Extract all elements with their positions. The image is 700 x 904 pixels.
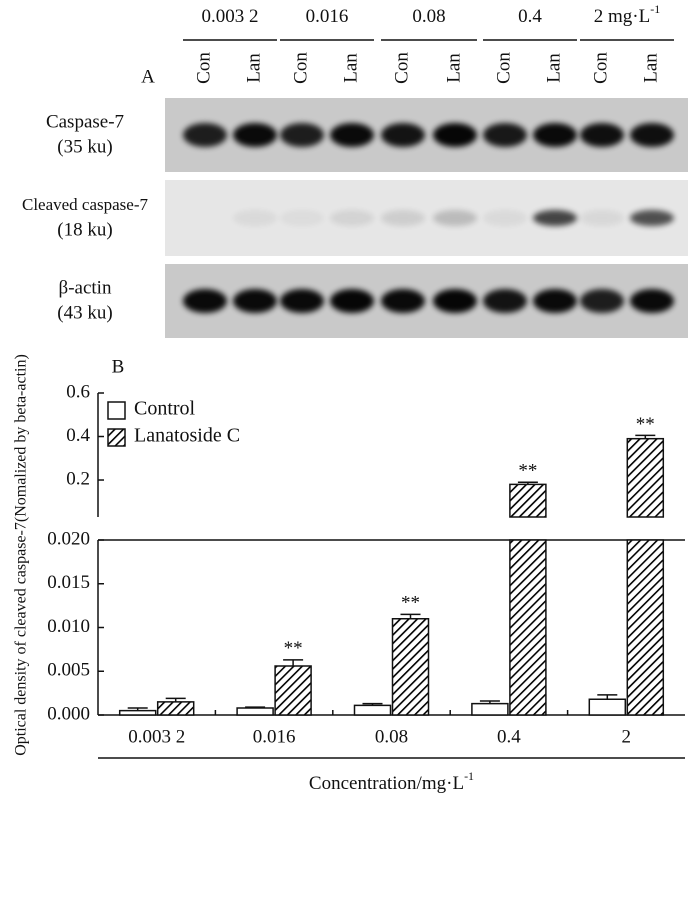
y-tick-label: 0.010 (47, 616, 90, 637)
blot-band (630, 289, 674, 313)
bar (391, 618, 430, 716)
x-tick-label: 0.08 (375, 726, 408, 747)
blot-band (533, 123, 577, 147)
y-tick-label: 0.4 (66, 425, 90, 446)
row-size: (18 ku) (57, 219, 112, 240)
legend-swatch (107, 428, 126, 447)
bar-upper (626, 437, 665, 518)
blot-band (233, 289, 277, 313)
blot-band (483, 123, 527, 147)
concentration-text: 2 mg·L (594, 6, 650, 27)
blot-band (233, 210, 277, 226)
significance-label: ** (636, 414, 655, 435)
y-tick-label: 0.2 (66, 468, 90, 489)
blot-band (533, 210, 577, 226)
legend-label: Control (134, 398, 196, 420)
lane-label: Con (290, 52, 311, 84)
concentration-label: 0.4 (518, 6, 542, 27)
x-tick-label: 0.003 2 (128, 726, 185, 747)
lane-label: Lan (543, 53, 564, 83)
bar (626, 539, 665, 716)
y-tick-label: 0.6 (66, 381, 90, 402)
legend-swatch (107, 401, 126, 420)
row-size: (35 ku) (57, 136, 112, 157)
bar (118, 709, 157, 716)
lane-label: Lan (640, 53, 661, 83)
y-tick-label: 0.020 (47, 528, 90, 549)
blot-band (483, 289, 527, 313)
x-label-superscript: -1 (464, 769, 474, 783)
blot-band (630, 210, 674, 226)
x-tick-label: 0.016 (253, 726, 296, 747)
legend-label: Lanatoside C (134, 425, 240, 447)
bar-upper (509, 483, 547, 518)
blot-band (183, 123, 227, 147)
concentration-text: 0.016 (306, 6, 349, 27)
blot-band (580, 289, 624, 313)
blot-band (280, 210, 324, 226)
x-axis-label: Concentration/mg·L-1 (309, 769, 474, 795)
row-label: β-actin (59, 277, 112, 298)
blot-band (533, 289, 577, 313)
blot-band (183, 289, 227, 313)
concentration-text: 0.08 (412, 6, 445, 27)
row-size: (43 ku) (57, 302, 112, 323)
blot-band (330, 210, 374, 226)
blot-band (381, 123, 425, 147)
row-label: Caspase-7 (46, 111, 124, 132)
blot-band (280, 289, 324, 313)
row-label: Cleaved caspase-7 (22, 195, 149, 214)
x-label-text: Concentration/mg·L (309, 773, 464, 794)
lane-label: Lan (340, 53, 361, 83)
significance-label: ** (284, 638, 303, 659)
x-tick-label: 0.4 (497, 726, 521, 747)
concentration-label: 0.003 2 (202, 6, 259, 27)
unit-superscript: -1 (650, 2, 660, 16)
panel-label: A (141, 66, 155, 87)
y-tick-label: 0.000 (47, 703, 90, 724)
blot-band (381, 289, 425, 313)
bar (509, 539, 547, 716)
bar (236, 707, 274, 716)
blot-band (233, 123, 277, 147)
bar (471, 702, 509, 716)
bar (156, 701, 195, 716)
x-tick-label: 2 (622, 726, 632, 747)
y-axis-label: Optical density of cleaved caspase-7(Nom… (13, 354, 30, 756)
blot-band (483, 210, 527, 226)
bar (353, 704, 392, 716)
bar (588, 698, 627, 716)
blot-band (381, 210, 425, 226)
blot-band (433, 123, 477, 147)
concentration-text: 0.003 2 (202, 6, 259, 27)
concentration-label: 0.08 (412, 6, 445, 27)
concentration-text: 0.4 (518, 6, 542, 27)
lane-label: Con (391, 52, 412, 84)
blot-band (280, 123, 324, 147)
bar (274, 665, 312, 716)
blot-band (580, 123, 624, 147)
blot-band (330, 123, 374, 147)
blot-band (433, 210, 477, 226)
y-tick-label: 0.015 (47, 572, 90, 593)
lane-label: Con (193, 52, 214, 84)
lane-label: Con (493, 52, 514, 84)
blot-band (330, 289, 374, 313)
concentration-label: 0.016 (306, 6, 349, 27)
y-tick-label: 0.005 (47, 660, 90, 681)
blot-band (580, 210, 624, 226)
lane-label: Con (590, 52, 611, 84)
concentration-label: 2 mg·L-1 (594, 2, 660, 28)
lane-label: Lan (243, 53, 264, 83)
lane-label: Lan (443, 53, 464, 83)
blot-band (630, 123, 674, 147)
significance-label: ** (518, 461, 537, 482)
panel-label: B (112, 356, 125, 377)
significance-label: ** (401, 593, 420, 614)
blot-band (433, 289, 477, 313)
